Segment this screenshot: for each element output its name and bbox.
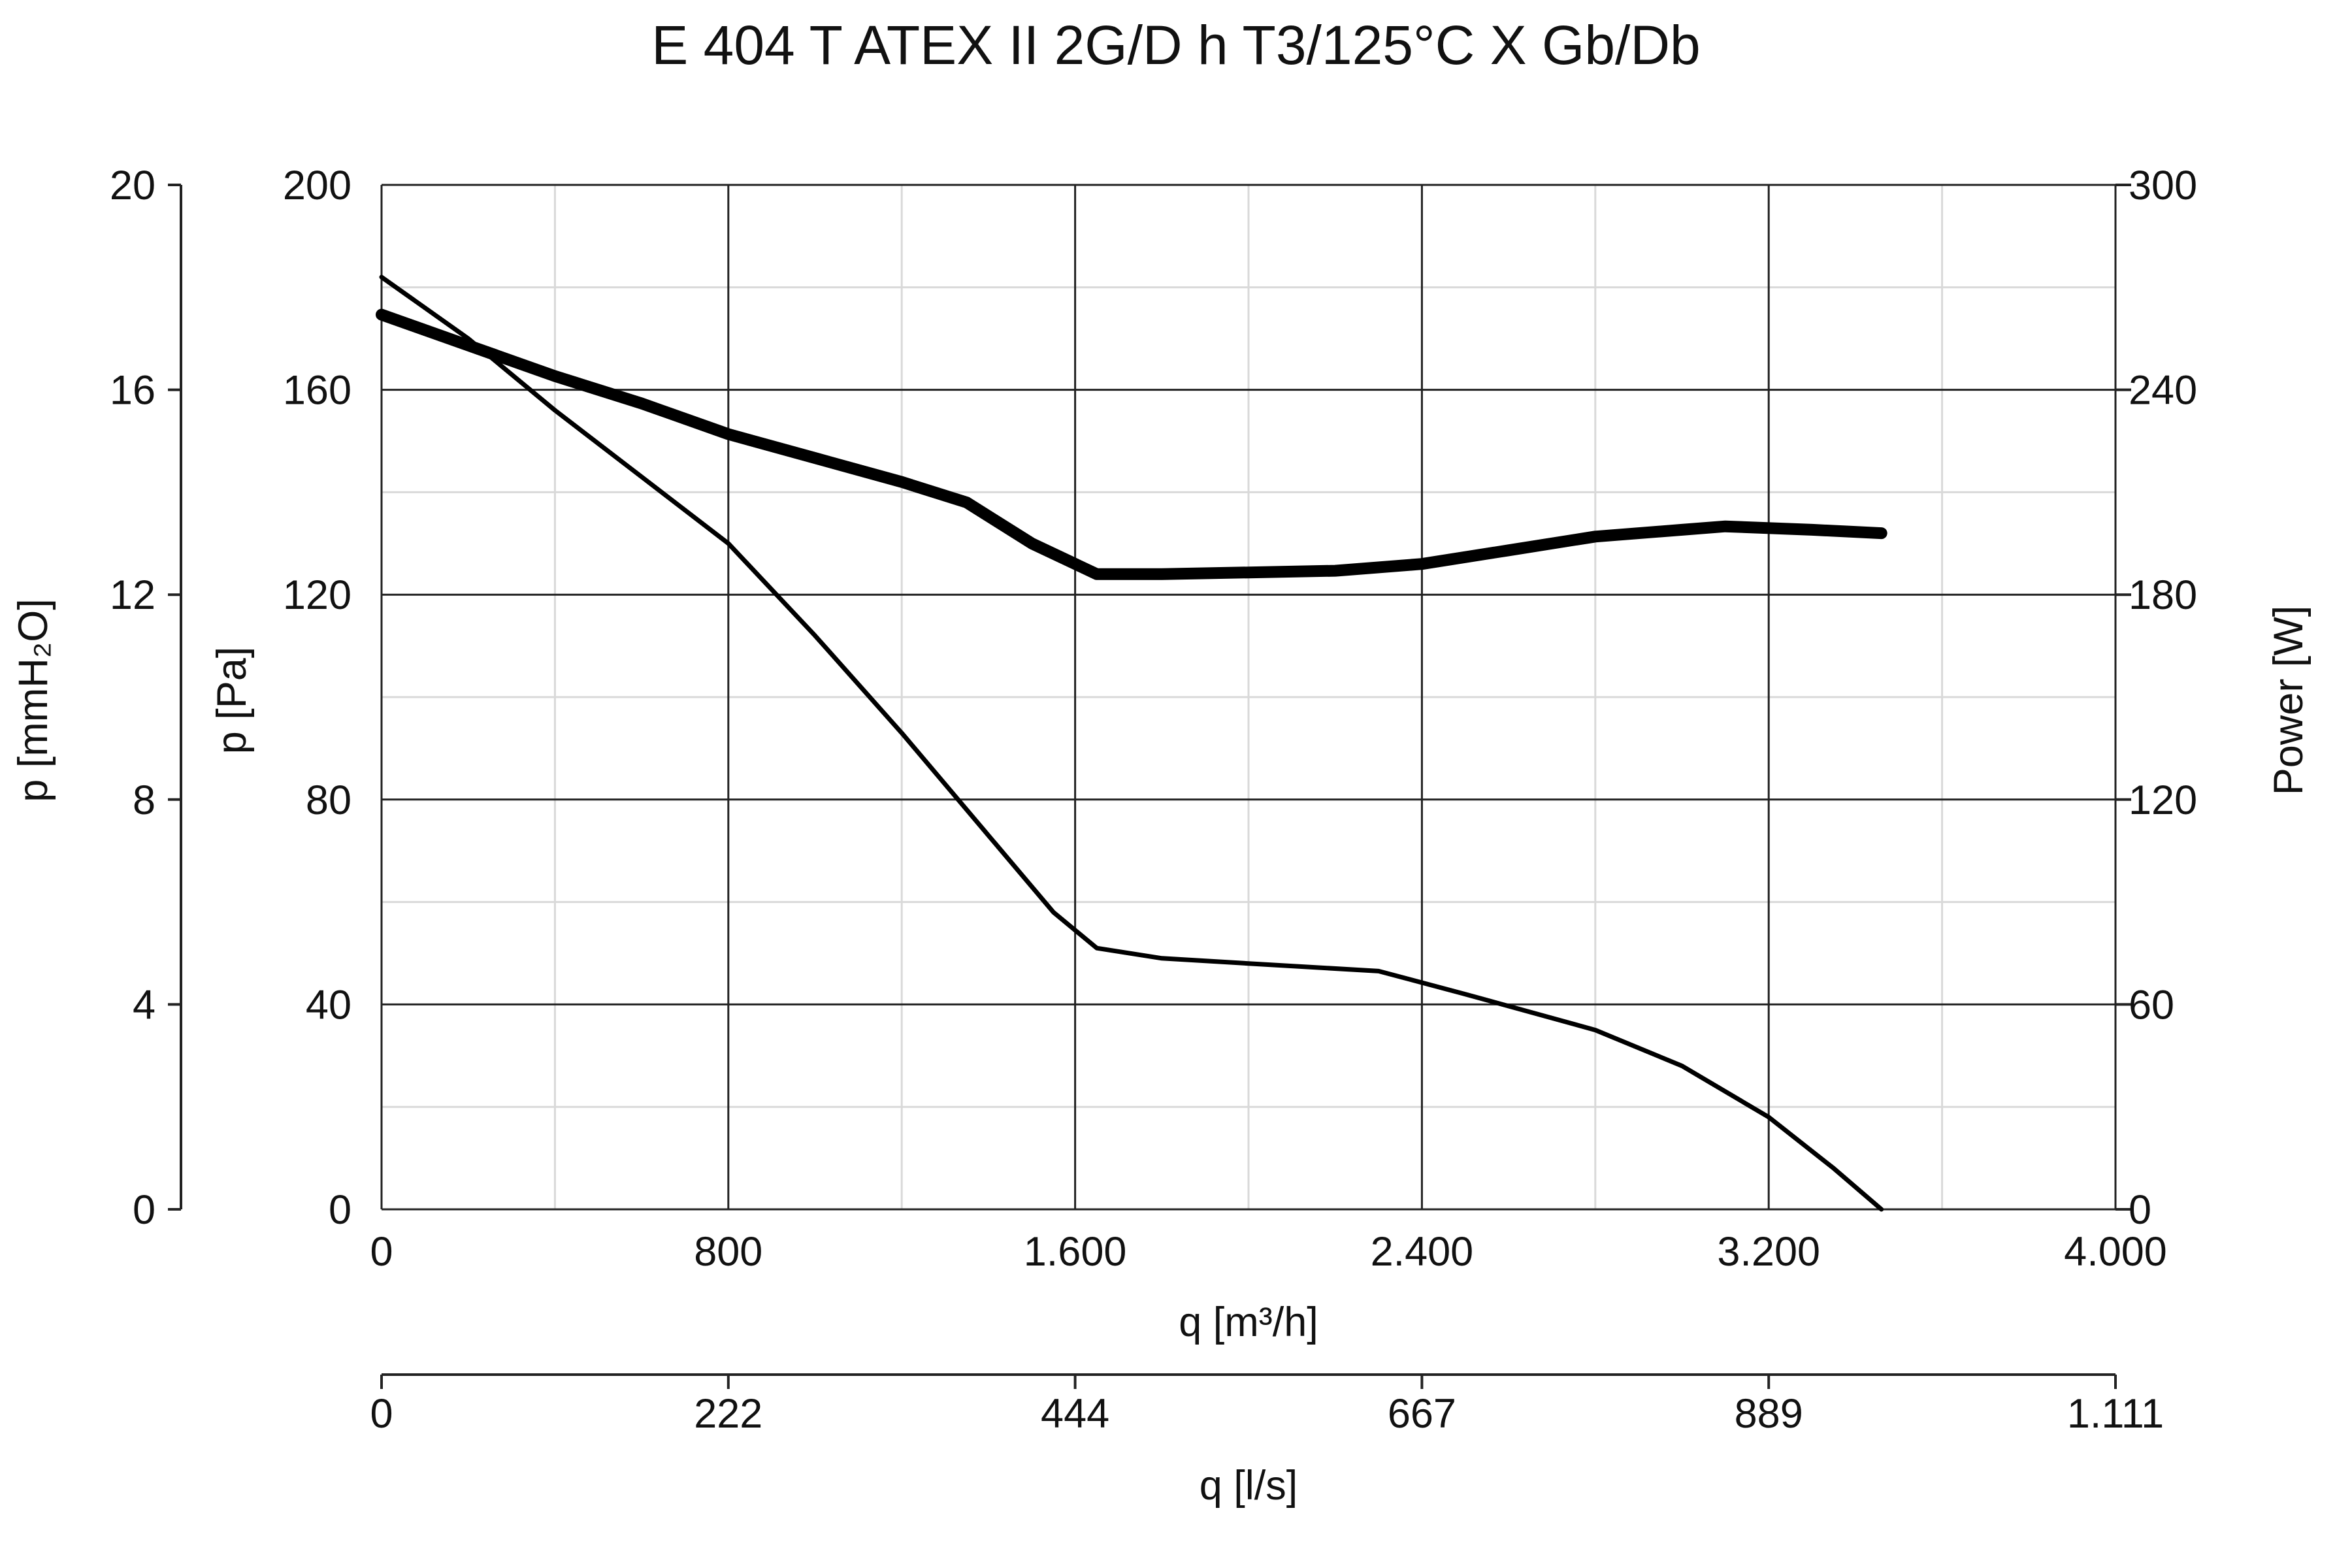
y-left-outer-tick-label: 12 bbox=[110, 572, 155, 618]
chart-title: E 404 T ATEX II 2G/D h T3/125°C X Gb/Db bbox=[651, 14, 1701, 76]
grid bbox=[380, 184, 2117, 1211]
x-tick-label: 3.200 bbox=[1717, 1229, 1820, 1275]
y-axis-left-label: p [Pa] bbox=[209, 647, 255, 755]
y-right-tick-label: 120 bbox=[2129, 777, 2197, 823]
y-left-tick-label: 160 bbox=[283, 368, 351, 414]
x-secondary-tick-label: 444 bbox=[1041, 1391, 1109, 1437]
x-axis-secondary-label: q [l/s] bbox=[1200, 1463, 1298, 1509]
curves bbox=[376, 274, 1887, 1212]
y-axis-right-label: Power [W] bbox=[2266, 606, 2311, 796]
y-left-outer-tick-label: 8 bbox=[133, 777, 155, 823]
x-tick-label: 800 bbox=[694, 1229, 762, 1275]
pressure-curve bbox=[379, 274, 1884, 1212]
y-left-tick-label: 200 bbox=[283, 163, 351, 208]
y-right-tick-label: 240 bbox=[2129, 368, 2197, 414]
x-tick-label: 4.000 bbox=[2064, 1229, 2167, 1275]
x-secondary-tick-label: 889 bbox=[1735, 1391, 1803, 1437]
y-left-tick-label: 40 bbox=[306, 982, 351, 1028]
y-left-tick-label: 0 bbox=[329, 1187, 351, 1233]
y-left-outer-tick-label: 16 bbox=[110, 368, 155, 414]
x-tick-label: 2.400 bbox=[1371, 1229, 1474, 1275]
x-axis-label: q [m³/h] bbox=[1179, 1299, 1318, 1345]
x-secondary-tick-label: 1.111 bbox=[2067, 1391, 2164, 1437]
y-right-tick-label: 0 bbox=[2129, 1187, 2151, 1233]
x-secondary-tick-label: 222 bbox=[694, 1391, 762, 1437]
y-left-tick-label: 80 bbox=[306, 777, 351, 823]
power-curve bbox=[376, 308, 1887, 580]
y-right-tick-label: 60 bbox=[2129, 982, 2174, 1028]
y-left-outer-tick-label: 4 bbox=[133, 982, 155, 1028]
y-left-tick-label: 120 bbox=[283, 572, 351, 618]
y-right-tick-label: 180 bbox=[2129, 572, 2197, 618]
y-axis-left-outer-label: p [mmH₂O] bbox=[10, 598, 56, 802]
x-secondary-tick-label: 667 bbox=[1388, 1391, 1456, 1437]
y-left-outer-tick-label: 20 bbox=[110, 163, 155, 208]
y-left-outer-tick-label: 0 bbox=[133, 1187, 155, 1233]
y-right-tick-label: 300 bbox=[2129, 163, 2197, 208]
x-secondary-tick-label: 0 bbox=[370, 1391, 393, 1437]
x-tick-label: 1.600 bbox=[1024, 1229, 1127, 1275]
x-tick-label: 0 bbox=[370, 1229, 393, 1275]
